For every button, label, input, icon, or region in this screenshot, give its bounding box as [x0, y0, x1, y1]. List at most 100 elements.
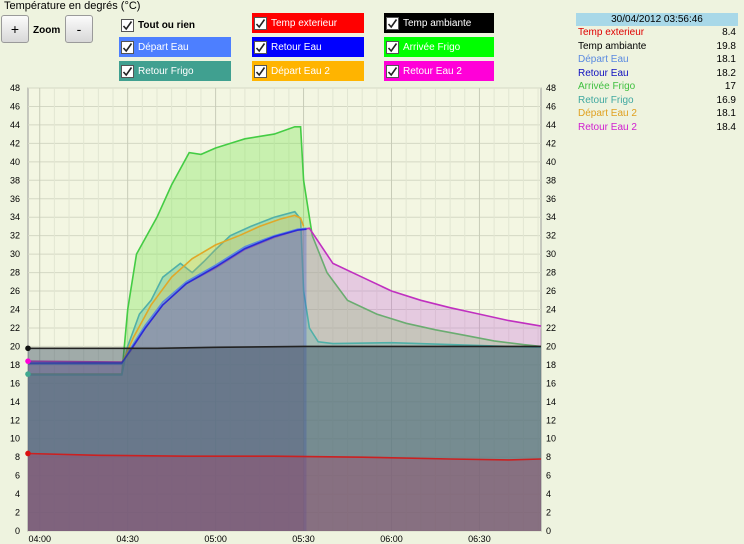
checkbox-icon[interactable] — [121, 18, 134, 32]
y-tick-label-left: 20 — [10, 341, 20, 351]
y-tick-label-left: 42 — [10, 138, 20, 148]
y-tick-label-left: 10 — [10, 434, 20, 444]
readout-row: Temp exterieur 8.4 — [576, 26, 738, 40]
y-tick-label-right: 6 — [546, 471, 551, 481]
readout-row: Arrivée Frigo 17 — [576, 80, 738, 94]
y-tick-label-right: 38 — [546, 175, 556, 185]
readout-series-value: 18.4 — [716, 121, 736, 133]
y-tick-label-left: 2 — [15, 508, 20, 518]
checkbox-icon[interactable] — [386, 64, 399, 78]
y-tick-label-left: 40 — [10, 157, 20, 167]
y-tick-label-right: 2 — [546, 508, 551, 518]
chart-title: Température en degrés (°C) — [4, 0, 141, 12]
readout-series-name: Retour Eau — [578, 67, 629, 79]
y-tick-label-right: 0 — [546, 526, 551, 536]
toggle-tout-ou-rien[interactable]: Tout ou rien — [119, 15, 249, 35]
checkbox-icon[interactable] — [121, 64, 134, 78]
series-line-retour-eau — [28, 228, 307, 364]
y-tick-label-left: 12 — [10, 415, 20, 425]
checkbox-icon[interactable] — [386, 16, 399, 30]
y-tick-label-left: 16 — [10, 378, 20, 388]
y-tick-label-right: 10 — [546, 434, 556, 444]
toggle-label: Retour Eau 2 — [403, 65, 462, 77]
y-tick-label-left: 4 — [15, 489, 20, 499]
zoom-label: Zoom — [33, 25, 61, 36]
toggle-retour-eau-2[interactable]: Retour Eau 2 — [384, 61, 494, 81]
readout-timestamp: 30/04/2012 03:56:46 — [576, 13, 738, 26]
toggle-temp-exterieur[interactable]: Temp exterieur — [252, 13, 364, 33]
y-tick-label-left: 46 — [10, 101, 20, 111]
checkbox-icon[interactable] — [254, 64, 267, 78]
y-tick-label-right: 8 — [546, 452, 551, 462]
series-area-temp-ambiante — [28, 346, 541, 531]
readout-row: Retour Frigo 16.9 — [576, 94, 738, 108]
readout-row: Retour Eau 2 18.4 — [576, 121, 738, 135]
y-tick-label-left: 48 — [10, 83, 20, 93]
x-tick-label: 05:00 — [204, 534, 227, 544]
series-area-temp-exterieur — [28, 453, 541, 531]
y-tick-label-left: 8 — [15, 452, 20, 462]
readout-series-value: 18.1 — [716, 108, 736, 119]
y-tick-label-left: 6 — [15, 471, 20, 481]
toggle-label: Tout ou rien — [138, 19, 196, 31]
toggle-label: Départ Eau 2 — [271, 65, 330, 77]
checkbox-icon[interactable] — [121, 40, 134, 54]
readout-series-value: 19.8 — [716, 40, 736, 52]
x-tick-label: 06:00 — [380, 534, 403, 544]
series-line-temp-exterieur — [27, 452, 542, 461]
checkbox-icon[interactable] — [254, 16, 267, 30]
y-tick-label-right: 36 — [546, 194, 556, 204]
checkbox-icon[interactable] — [254, 40, 267, 54]
zoom-in-button[interactable]: + — [1, 15, 29, 43]
toggle-temp-ambiante[interactable]: Temp ambiante — [384, 13, 494, 33]
readout-series-name: Temp exterieur — [578, 27, 645, 38]
y-tick-label-left: 24 — [10, 305, 20, 315]
y-tick-label-right: 44 — [546, 120, 556, 130]
toggle-d-part-eau[interactable]: Départ Eau — [119, 37, 231, 57]
readout-series-name: Départ Eau 2 — [578, 108, 637, 119]
x-tick-label: 05:30 — [292, 534, 315, 544]
readout-series-value: 18.1 — [716, 54, 736, 65]
series-start-marker — [25, 345, 31, 352]
toggle-label: Temp ambiante — [403, 17, 472, 29]
y-tick-label-left: 32 — [10, 231, 20, 241]
toggle-label: Retour Frigo — [138, 65, 194, 77]
y-tick-label-right: 12 — [546, 415, 556, 425]
toggle-label: Départ Eau — [138, 41, 189, 53]
y-tick-label-right: 34 — [546, 212, 556, 222]
y-tick-label-right: 16 — [546, 378, 556, 388]
toggle-label: Arrivée Frigo — [403, 41, 461, 53]
y-tick-label-right: 30 — [546, 249, 556, 259]
y-tick-label-left: 14 — [10, 397, 20, 407]
toggle-d-part-eau-2[interactable]: Départ Eau 2 — [252, 61, 364, 81]
y-tick-label-right: 26 — [546, 286, 556, 296]
readout-series-value: 16.9 — [716, 94, 736, 106]
x-tick-label: 06:30 — [468, 534, 491, 544]
y-tick-label-left: 22 — [10, 323, 20, 333]
toggle-arriv-e-frigo[interactable]: Arrivée Frigo — [384, 37, 494, 57]
toggle-retour-frigo[interactable]: Retour Frigo — [119, 61, 231, 81]
series-area-arriv-e-frigo — [28, 126, 541, 532]
readout-series-name: Arrivée Frigo — [578, 81, 636, 92]
value-readout-panel: 30/04/2012 03:56:46 Temp exterieur 8.4 Tem… — [576, 13, 738, 134]
y-tick-label-left: 18 — [10, 360, 20, 370]
readout-series-name: Départ Eau — [578, 54, 629, 65]
checkbox-icon[interactable] — [386, 40, 399, 54]
y-tick-label-left: 26 — [10, 286, 20, 296]
toggle-retour-eau[interactable]: Retour Eau — [252, 37, 364, 57]
zoom-out-button[interactable]: - — [65, 15, 93, 43]
readout-row: Retour Eau 18.2 — [576, 67, 738, 81]
x-tick-label: 04:30 — [116, 534, 139, 544]
readout-series-value: 8.4 — [722, 27, 736, 38]
y-tick-label-left: 44 — [10, 120, 20, 130]
series-line-retour-frigo — [28, 210, 542, 376]
y-tick-label-left: 38 — [10, 175, 20, 185]
readout-series-value: 17 — [724, 81, 736, 92]
y-tick-label-right: 40 — [546, 157, 556, 167]
y-tick-label-right: 46 — [546, 101, 556, 111]
y-tick-label-left: 36 — [10, 194, 20, 204]
series-line-arriv-e-frigo — [28, 126, 542, 375]
readout-series-name: Temp ambiante — [578, 40, 647, 52]
y-tick-label-left: 30 — [10, 249, 20, 259]
